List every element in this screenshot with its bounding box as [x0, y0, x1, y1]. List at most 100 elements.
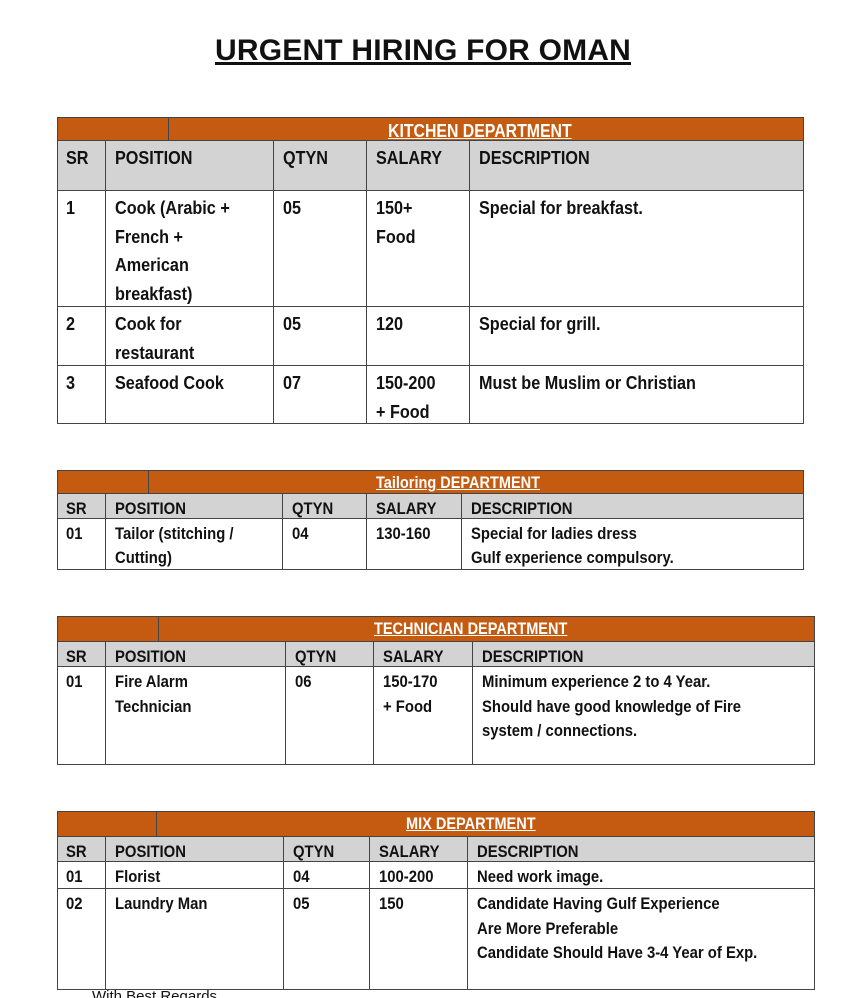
- header-position: POSITION: [105, 837, 283, 861]
- header-row: SR POSITION QTYN SALARY DESCRIPTION: [57, 494, 804, 519]
- cell-text: SALARY: [376, 500, 437, 518]
- table-row: 01 Florist 04 100-200 Need work image.: [57, 862, 815, 889]
- cell-text: SR: [66, 843, 87, 861]
- header-sr: SR: [58, 837, 105, 861]
- header-salary: SALARY: [366, 494, 461, 518]
- header-salary: SALARY: [369, 837, 467, 861]
- cell-text: Special for grill.: [479, 314, 601, 334]
- cell-text: 01: [66, 673, 83, 691]
- header-position: POSITION: [105, 141, 273, 190]
- cell-description: Minimum experience 2 to 4 Year. Should ha…: [472, 667, 814, 764]
- cell-text: POSITION: [115, 500, 186, 518]
- header-sr: SR: [58, 141, 105, 190]
- department-title: KITCHEN DEPARTMENT: [388, 121, 572, 141]
- cell-description: Need work image.: [467, 862, 814, 888]
- cell-text: 05: [283, 198, 302, 218]
- cell-description: Candidate Having Gulf Experience Are More…: [467, 889, 814, 989]
- header-description: DESCRIPTION: [467, 837, 814, 861]
- cell-text: Tailor (stitching /: [115, 525, 234, 543]
- cell-text: 1: [66, 198, 76, 218]
- cell-salary: 120: [366, 307, 469, 365]
- cell-text: 04: [293, 868, 310, 886]
- cell-qtyn: 04: [282, 519, 366, 569]
- cell-text: 02: [66, 895, 83, 913]
- header-salary: SALARY: [366, 141, 469, 190]
- cell-text: 05: [283, 314, 302, 334]
- cell-text: 07: [283, 373, 302, 393]
- department-title: TECHNICIAN DEPARTMENT: [374, 620, 568, 638]
- cell-text: restaurant: [115, 342, 195, 363]
- band-divider: [158, 617, 159, 641]
- department-title: MIX DEPARTMENT: [406, 815, 536, 833]
- cell-text: POSITION: [115, 648, 186, 666]
- cell-text: + Food: [383, 697, 433, 716]
- footer-text: With Best Regards: [92, 988, 218, 998]
- cell-text: POSITION: [115, 843, 186, 861]
- cell-text: Gulf experience compulsory.: [471, 549, 674, 567]
- table-row: 01 Tailor (stitching / Cutting) 04 130-160 Sp…: [57, 519, 804, 570]
- cell-text: Must be Muslim or Christian: [479, 373, 696, 393]
- cell-position: Fire Alarm Technician: [105, 667, 285, 764]
- header-sr: SR: [58, 494, 105, 518]
- department-band: MIX DEPARTMENT: [57, 811, 815, 837]
- department-band: KITCHEN DEPARTMENT: [57, 117, 804, 141]
- cell-position: Cook (Arabic + French + American breakfast): [105, 191, 273, 306]
- cell-qtyn: 05: [273, 307, 366, 365]
- cell-position: Laundry Man: [105, 889, 283, 989]
- cell-qtyn: 04: [283, 862, 369, 888]
- cell-text: SALARY: [376, 148, 443, 168]
- cell-text: Should have good knowledge of Fire: [482, 697, 742, 716]
- cell-text: 01: [66, 525, 83, 543]
- cell-text: 2: [66, 314, 76, 334]
- header-sr: SR: [58, 642, 105, 666]
- cell-text: QTYN: [293, 843, 335, 861]
- cell-text: 120: [376, 314, 404, 334]
- cell-text: DESCRIPTION: [479, 148, 590, 168]
- cell-sr: 01: [58, 862, 105, 888]
- cell-qtyn: 06: [285, 667, 373, 764]
- cell-text: Are More Preferable: [477, 919, 619, 938]
- header-salary: SALARY: [373, 642, 472, 666]
- page-title: URGENT HIRING FOR OMAN: [214, 34, 632, 67]
- table-row: 01 Fire Alarm Technician 06 150-170 + Food Min…: [57, 667, 815, 765]
- band-divider: [148, 471, 149, 493]
- header-qtyn: QTYN: [273, 141, 366, 190]
- cell-text: 150+: [376, 198, 413, 218]
- band-divider: [168, 118, 169, 140]
- cell-text: Cook for: [115, 314, 182, 334]
- cell-salary: 130-160: [366, 519, 461, 569]
- cell-text: SALARY: [379, 843, 440, 861]
- cell-text: Cook (Arabic +: [115, 198, 230, 218]
- cell-text: 01: [66, 868, 83, 886]
- cell-text: 06: [295, 673, 312, 691]
- header-qtyn: QTYN: [285, 642, 373, 666]
- cell-salary: 150: [369, 889, 467, 989]
- cell-text: Special for ladies dress: [471, 525, 637, 543]
- cell-text: 150: [379, 895, 404, 913]
- cell-text: Special for breakfast.: [479, 198, 643, 218]
- cell-text: Food: [376, 226, 416, 247]
- cell-text: 100-200: [379, 868, 434, 886]
- cell-position: Cook for restaurant: [105, 307, 273, 365]
- cell-text: + Food: [376, 401, 430, 422]
- cell-description: Must be Muslim or Christian: [469, 366, 803, 423]
- table-row: 02 Laundry Man 05 150 Candidate Having Gulf …: [57, 889, 815, 990]
- cell-description: Special for ladies dress Gulf experience …: [461, 519, 803, 569]
- cell-sr: 2: [58, 307, 105, 365]
- cell-text: DESCRIPTION: [477, 843, 579, 861]
- cell-text: 150-200: [376, 373, 436, 393]
- table-row: 1 Cook (Arabic + French + American breakfast…: [57, 191, 804, 307]
- cell-sr: 3: [58, 366, 105, 423]
- table-row: 3 Seafood Cook 07 150-200 + Food Must be Musl…: [57, 366, 804, 424]
- cell-text: 3: [66, 373, 76, 393]
- cell-text: Laundry Man: [115, 895, 208, 913]
- cell-text: Candidate Should Have 3-4 Year of Exp.: [477, 944, 758, 962]
- cell-position: Tailor (stitching / Cutting): [105, 519, 282, 569]
- cell-text: system / connections.: [482, 722, 638, 740]
- table-row: 2 Cook for restaurant 05 120 Special for gril…: [57, 307, 804, 366]
- cell-text: breakfast): [115, 283, 193, 304]
- cell-description: Special for breakfast.: [469, 191, 803, 306]
- department-band: Tailoring DEPARTMENT: [57, 470, 804, 494]
- department-band: TECHNICIAN DEPARTMENT: [57, 616, 815, 642]
